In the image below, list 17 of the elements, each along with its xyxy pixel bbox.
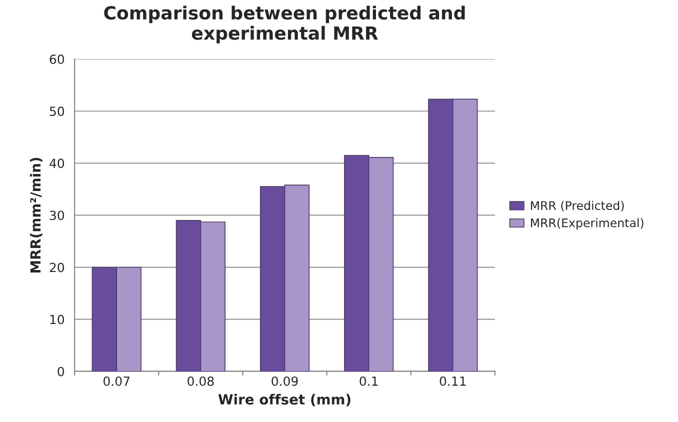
legend-label: MRR(Experimental) — [530, 218, 644, 230]
chart-title: Comparison between predicted and experimental MRR — [104, 6, 465, 44]
y-tick-label: 60 — [50, 54, 64, 64]
y-tick-label: 10 — [50, 314, 64, 324]
x-tick-label: 0.1 — [360, 376, 378, 386]
y-axis-title: MRR(mm²/min) — [30, 158, 42, 273]
legend-label: MRR (Predicted) — [530, 200, 624, 212]
x-tick-label: 0.07 — [104, 376, 130, 386]
y-tick-label: 40 — [50, 158, 64, 168]
y-tick-label: 50 — [50, 106, 64, 116]
x-tick-label: 0.09 — [272, 376, 298, 386]
x-tick-label: 0.11 — [440, 376, 466, 386]
y-tick-label: 30 — [50, 210, 64, 220]
x-axis-title: Wire offset (mm) — [218, 394, 350, 406]
y-tick-label: 20 — [50, 262, 64, 272]
x-tick-label: 0.08 — [188, 376, 214, 386]
y-tick-label: 0 — [58, 366, 64, 376]
